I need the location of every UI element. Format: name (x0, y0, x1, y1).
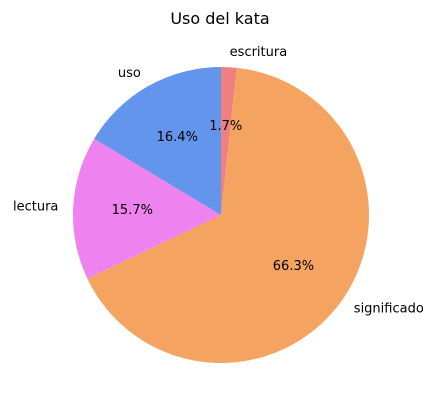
chart-title: Uso del kata (170, 9, 269, 28)
pie-category-label-uso: uso (118, 66, 141, 81)
pie-percent-label-significado: 66.3% (273, 259, 314, 274)
pie-category-label-escritura: escritura (230, 45, 288, 60)
pie-percent-label-uso: 16.4% (157, 130, 198, 145)
pie-category-label-lectura: lectura (13, 200, 58, 215)
pie-category-label-significado: significado (354, 302, 424, 317)
pie-percent-label-lectura: 15.7% (112, 203, 153, 218)
pie-percent-label-escritura: 1.7% (209, 119, 242, 134)
